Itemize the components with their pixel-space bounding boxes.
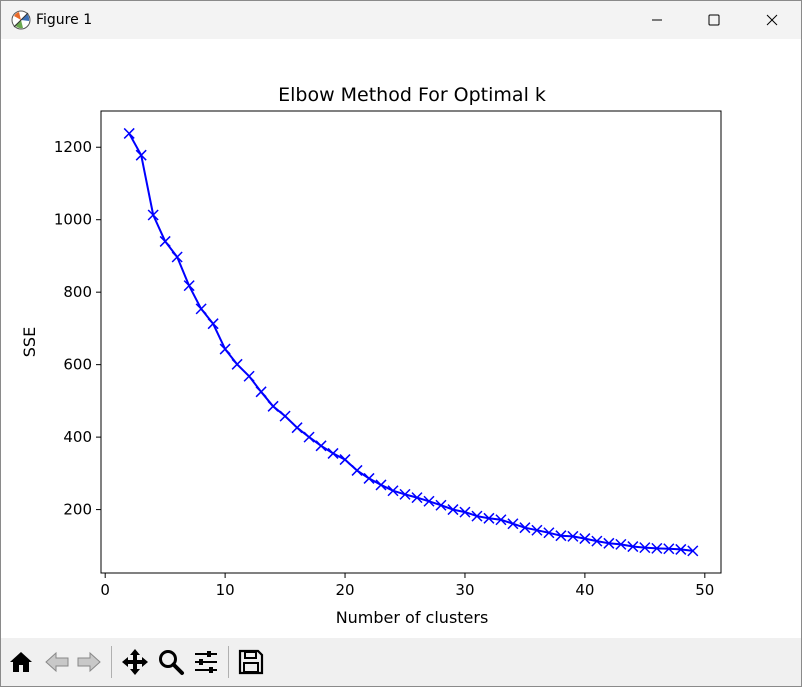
data-point-marker [531,524,543,536]
elbow-chart: Elbow Method For Optimal k 0 10 20 30 40 50 2… [20,84,722,627]
data-point-marker [387,485,399,497]
data-point-marker [447,504,459,516]
back-button[interactable] [41,646,73,678]
data-point-marker [315,440,327,452]
data-point-marker [591,535,603,547]
data-point-marker [363,472,375,484]
data-point-marker [279,410,291,422]
data-point-marker [471,510,483,522]
zoom-button[interactable] [155,646,187,678]
data-point-marker [303,431,315,443]
data-point-marker [579,533,591,545]
forward-arrow-icon [77,651,101,673]
x-axis-label: Number of clusters [336,608,489,627]
data-point-marker [291,422,303,434]
sse-series-markers [123,127,699,557]
data-point-marker [675,543,687,555]
y-tick-label: 400 [63,428,92,446]
data-point-marker [495,514,507,526]
toolbar-separator [111,646,112,678]
close-button[interactable] [743,1,801,39]
data-point-marker [207,318,219,330]
x-tick-label: 30 [455,581,474,599]
data-point-marker [663,543,675,555]
y-axis-label: SSE [20,327,39,357]
x-tick-label: 20 [335,581,354,599]
data-point-marker [687,545,699,557]
minimize-icon [652,19,662,21]
x-axis: 0 10 20 30 40 50 [100,573,714,599]
data-point-marker [411,492,423,504]
save-button[interactable] [235,646,267,678]
data-point-marker [555,530,567,542]
x-tick-label: 0 [100,581,110,599]
y-tick-label: 800 [63,283,92,301]
x-tick-label: 10 [216,581,235,599]
sse-series-line [128,133,693,552]
home-icon [10,652,32,672]
zoom-icon [159,650,184,675]
figure-canvas[interactable]: Elbow Method For Optimal k 0 10 20 30 40 50 2… [1,39,801,637]
data-point-marker [603,537,615,549]
data-point-marker [375,479,387,491]
data-point-marker [243,370,255,382]
data-point-marker [519,522,531,534]
data-point-marker [231,358,243,370]
data-point-marker [507,518,519,530]
data-point-marker [339,454,351,466]
data-point-marker [423,495,435,507]
maximize-icon [708,14,720,26]
data-point-marker [399,488,411,500]
home-button[interactable] [5,646,37,678]
data-point-marker [135,149,147,161]
toolbar-separator [228,646,229,678]
data-point-marker [651,542,663,554]
data-point-marker [123,127,135,139]
back-arrow-icon [45,651,69,673]
data-point-marker [639,542,651,554]
data-point-marker [219,343,231,355]
subplots-config-icon [195,651,217,673]
minimize-button[interactable] [628,1,686,39]
data-point-marker [567,530,579,542]
y-tick-label: 1200 [54,138,92,156]
data-point-marker [267,400,279,412]
data-point-marker [435,499,447,511]
data-point-marker [195,303,207,315]
close-icon [766,14,778,26]
data-point-marker [351,464,363,476]
matplotlib-icon [11,10,31,30]
forward-button[interactable] [73,646,105,678]
y-tick-label: 600 [63,356,92,374]
title-bar: Figure 1 [1,1,801,39]
data-point-marker [147,209,159,221]
data-point-marker [327,447,339,459]
data-point-marker [159,235,171,247]
data-point-marker [183,280,195,292]
configure-subplots-button[interactable] [190,646,222,678]
x-tick-label: 40 [575,581,594,599]
y-tick-label: 1000 [54,211,92,229]
y-axis: 200 400 600 800 1000 1200 [54,138,101,519]
window-title: Figure 1 [36,12,93,28]
data-point-marker [615,538,627,550]
data-point-marker [627,541,639,553]
data-point-marker [459,506,471,518]
navigation-toolbar [1,638,801,686]
pan-icon [122,649,148,675]
data-point-marker [171,251,183,263]
pan-button[interactable] [119,646,151,678]
save-icon [238,649,264,675]
plot-area [100,110,722,574]
x-tick-label: 50 [695,581,714,599]
chart-title: Elbow Method For Optimal k [278,84,546,106]
data-point-marker [483,512,495,524]
maximize-button[interactable] [685,1,743,39]
data-point-marker [543,527,555,539]
y-tick-label: 200 [63,501,92,519]
data-point-marker [255,386,267,398]
